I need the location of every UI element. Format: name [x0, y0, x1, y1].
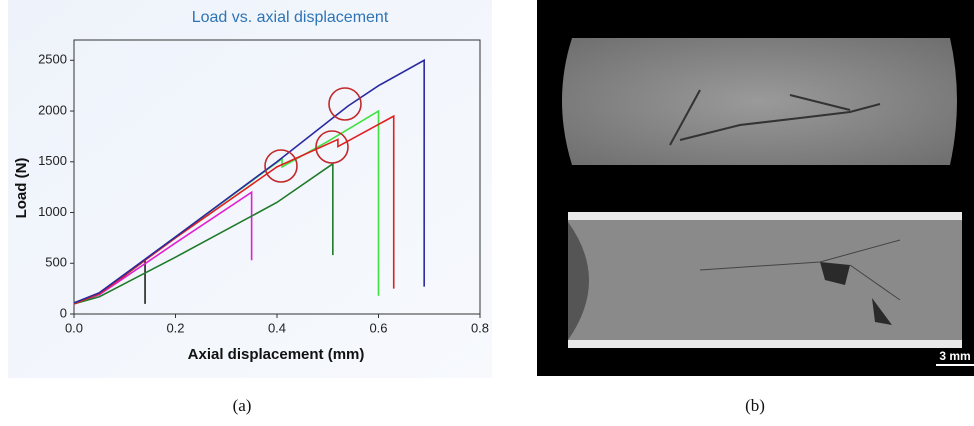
specimen-outer-view	[562, 38, 957, 165]
caption: (b)	[745, 396, 765, 415]
y-tick-label: 1500	[38, 153, 67, 168]
scale-bar	[936, 364, 974, 366]
chart-title: Load vs. axial displacement	[192, 9, 389, 26]
x-tick-label: 0.8	[471, 320, 489, 335]
y-tick-label: 1000	[38, 204, 67, 219]
page: Load vs. axial displacement Axial displa…	[0, 0, 974, 421]
y-axis-label: Load (N)	[13, 158, 30, 219]
y-tick-label: 2000	[38, 102, 67, 117]
y-tick-label: 500	[45, 255, 67, 270]
x-tick-label: 0.0	[65, 320, 83, 335]
figure: Load vs. axial displacement Axial displa…	[0, 0, 974, 421]
x-tick-label: 0.2	[166, 320, 184, 335]
x-tick-label: 0.6	[369, 320, 387, 335]
scale-bar-label: 3 mm	[939, 349, 970, 363]
x-tick-label: 0.4	[268, 320, 286, 335]
y-tick-label: 2500	[38, 52, 67, 67]
caption: (a)	[233, 396, 252, 415]
y-tick-label: 0	[60, 305, 67, 320]
section-wall-bottom	[568, 340, 962, 348]
specimen-section-view	[568, 216, 962, 346]
x-axis-label: Axial displacement (mm)	[188, 346, 365, 363]
section-wall-top	[568, 212, 962, 220]
